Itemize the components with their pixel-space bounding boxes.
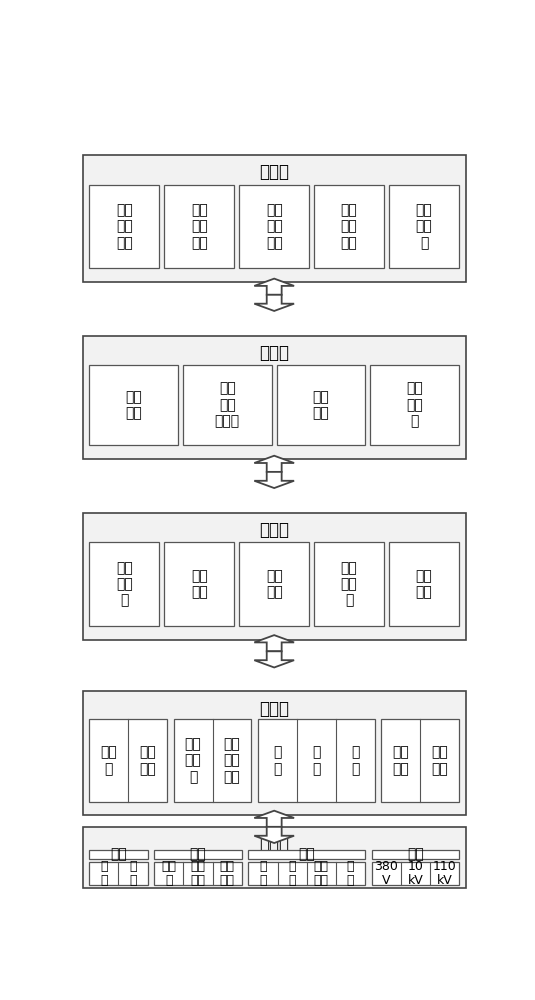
Bar	[89, 862, 148, 885]
Text: 紧急
电源: 紧急 电源	[312, 390, 330, 420]
Bar	[82, 336, 466, 459]
Text: 孤岛
运行: 孤岛 运行	[431, 746, 448, 776]
Text: 商业
设施: 商业 设施	[314, 860, 328, 887]
Polygon shape	[254, 279, 294, 295]
Text: 削减
碳排
放: 削减 碳排 放	[407, 382, 423, 428]
Text: 模型层: 模型层	[259, 700, 289, 718]
Text: 循环
型: 循环 型	[101, 746, 117, 776]
Polygon shape	[254, 472, 294, 488]
Polygon shape	[254, 635, 294, 651]
Text: 风
力: 风 力	[129, 860, 137, 887]
Text: 10
kV: 10 kV	[408, 860, 423, 887]
Text: 需求
响应: 需求 响应	[125, 390, 142, 420]
Text: 380
V: 380 V	[374, 860, 398, 887]
Text: 发电: 发电	[110, 848, 127, 862]
Text: 超级
电容: 超级 电容	[190, 860, 205, 887]
Text: 非可
再生
能源: 非可 再生 能源	[224, 737, 240, 784]
Text: 光
伏: 光 伏	[100, 860, 108, 887]
Text: 应用层: 应用层	[259, 163, 289, 181]
Text: 最优
化计
算: 最优 化计 算	[341, 561, 357, 607]
Bar	[381, 719, 459, 802]
Text: 住
宅: 住 宅	[351, 746, 360, 776]
Bar	[154, 862, 242, 885]
Bar	[248, 862, 365, 885]
Bar	[89, 185, 159, 268]
Bar	[164, 185, 234, 268]
Text: 能量
优化
调度: 能量 优化 调度	[266, 203, 282, 250]
Text: 服务层: 服务层	[259, 344, 289, 362]
Text: 负荷
预测: 负荷 预测	[266, 569, 282, 599]
Bar	[258, 719, 374, 802]
Text: 电力
成本
最小化: 电力 成本 最小化	[215, 382, 240, 428]
Text: 非循
环型: 非循 环型	[139, 746, 156, 776]
Text: 系统
安全
评定: 系统 安全 评定	[191, 203, 208, 250]
Text: 楼
宇: 楼 宇	[312, 746, 320, 776]
Polygon shape	[254, 827, 294, 843]
Bar	[174, 719, 251, 802]
Bar	[277, 365, 365, 445]
Text: 电力
市场
交易: 电力 市场 交易	[341, 203, 357, 250]
Text: 电网: 电网	[407, 848, 424, 862]
Bar	[82, 827, 466, 888]
Text: 电能
质量
评定: 电能 质量 评定	[116, 203, 133, 250]
Bar	[248, 850, 365, 859]
Bar	[239, 542, 309, 626]
Bar	[314, 185, 384, 268]
Text: 电力
可视
化: 电力 可视 化	[116, 561, 133, 607]
Bar	[89, 542, 159, 626]
Bar	[82, 155, 466, 282]
Text: 医
院: 医 院	[288, 860, 296, 887]
Polygon shape	[254, 295, 294, 311]
Bar	[154, 850, 242, 859]
Bar	[89, 719, 167, 802]
Text: 工
厂: 工 厂	[273, 746, 282, 776]
Bar	[82, 513, 466, 640]
Text: 锂电
池: 锂电 池	[162, 860, 177, 887]
Text: 碳排
放评
定: 碳排 放评 定	[416, 203, 432, 250]
Text: 发电
预测: 发电 预测	[191, 569, 208, 599]
Polygon shape	[254, 811, 294, 827]
Bar	[89, 850, 148, 859]
Polygon shape	[254, 456, 294, 472]
Text: 并网
运行: 并网 运行	[392, 746, 409, 776]
Text: 工
厂: 工 厂	[259, 860, 266, 887]
Text: 储能: 储能	[189, 848, 207, 862]
Bar	[89, 365, 178, 445]
Text: 110
kV: 110 kV	[433, 860, 456, 887]
Bar	[239, 185, 309, 268]
Bar	[372, 862, 459, 885]
Bar	[389, 542, 459, 626]
Text: 液流
电池: 液流 电池	[220, 860, 235, 887]
Bar	[82, 691, 466, 815]
Bar	[183, 365, 272, 445]
Bar	[372, 850, 459, 859]
Text: 设备层: 设备层	[259, 835, 289, 853]
Bar	[370, 365, 459, 445]
Bar	[314, 542, 384, 626]
Text: 负荷: 负荷	[299, 848, 315, 862]
Text: 可再
生能
源: 可再 生能 源	[185, 737, 202, 784]
Text: 演算层: 演算层	[259, 521, 289, 539]
Text: 住
宅: 住 宅	[347, 860, 354, 887]
Polygon shape	[254, 651, 294, 667]
Bar	[389, 185, 459, 268]
Bar	[164, 542, 234, 626]
Text: 设备
控制: 设备 控制	[416, 569, 432, 599]
